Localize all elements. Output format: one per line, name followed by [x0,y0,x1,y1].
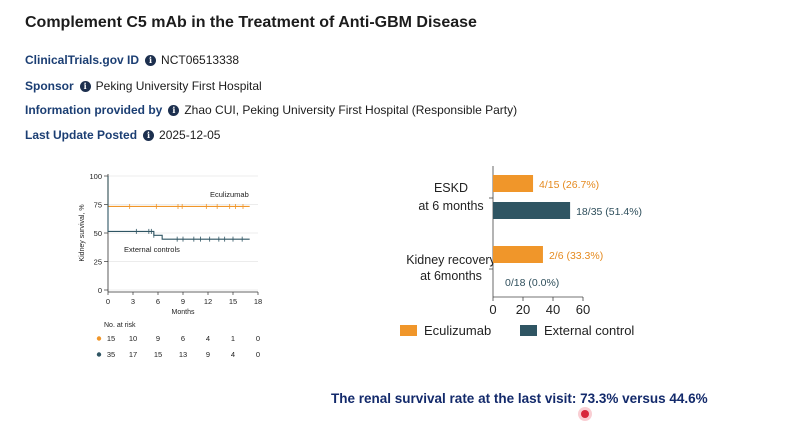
external-controls-curve-label: External controls [124,245,180,254]
x-tick-label: 20 [516,302,530,317]
last-update-label: Last Update Posted [25,128,138,142]
x-tick-label: 0 [106,297,110,306]
page-title: Complement C5 mAb in the Treatment of An… [25,14,477,31]
legend-swatch-external-control [520,325,537,336]
sponsor-row: Sponsor i Peking University First Hospit… [25,79,262,93]
x-tick-label: 6 [156,297,160,306]
y-tick-label: 0 [98,286,102,295]
risk-row-marker [96,352,102,357]
sponsor-label: Sponsor [25,79,74,93]
risk-count: 9 [206,350,210,359]
x-axis-label: Months [172,309,195,316]
risk-count: 17 [129,350,137,359]
x-tick-label: 3 [131,297,135,306]
last-update-value: 2025-12-05 [159,128,221,142]
risk-count: 35 [107,350,115,359]
risk-count: 13 [179,350,187,359]
summary-text: The renal survival rate at the last visi… [331,391,708,406]
trial-id-row: ClinicalTrials.gov ID i NCT06513338 [25,53,239,67]
info-provided-value: Zhao CUI, Peking University First Hospit… [184,103,518,117]
sponsor-value: Peking University First Hospital [95,79,262,93]
x-tick-label: 0 [489,302,496,317]
x-tick-label: 40 [546,302,560,317]
risk-count: 6 [181,334,185,343]
risk-count: 0 [256,350,260,359]
eculizumab-curve-label: Eculizumab [210,190,249,199]
risk-count: 1 [231,334,235,343]
category-label: at 6months [420,269,482,283]
risk-row-marker [96,336,102,341]
x-tick-label: 60 [576,302,590,317]
y-tick-label: 75 [94,201,102,210]
bar-data-label: 0/18 (0.0%) [505,277,559,289]
y-axis-label: Kidney survival, % [79,204,86,261]
risk-count: 4 [206,334,210,343]
bar-eculizumab [493,175,534,192]
trial-id-value: NCT06513338 [161,53,240,67]
bar-external-control [493,202,571,219]
risk-count: 15 [107,334,115,343]
x-tick-label: 12 [204,297,212,306]
y-tick-label: 100 [89,172,102,181]
risk-count: 15 [154,350,162,359]
last-update-row: Last Update Posted i 2025-12-05 [25,128,220,142]
bar-eculizumab [493,246,543,263]
info-provided-row: Information provided by i Zhao CUI, Peki… [25,103,517,117]
category-label: ESKD [434,181,468,195]
risk-count: 0 [256,334,260,343]
legend-label-eculizumab: Eculizumab [424,323,491,338]
y-tick-label: 50 [94,229,102,238]
legend-swatch-eculizumab [400,325,417,336]
risk-count: 10 [129,334,137,343]
risk-table-label: No. at risk [104,322,136,329]
category-label: Kidney recovery [406,253,496,267]
category-label: at 6 months [418,199,483,213]
bar-data-label: 2/6 (33.3%) [549,250,603,262]
y-tick-label: 25 [94,258,102,267]
info-icon[interactable]: i [145,54,157,66]
risk-count: 9 [156,334,160,343]
bar-chart: 0 20 40 60 ESKD at 6 months Kidney recovery at … [400,166,642,338]
info-icon[interactable]: i [143,129,155,141]
info-provided-label: Information provided by [25,103,163,117]
cursor-indicator [578,407,592,421]
bar-data-label: 18/35 (51.4%) [576,206,642,218]
x-tick-label: 18 [254,297,262,306]
info-icon[interactable]: i [79,80,91,92]
risk-count: 4 [231,350,235,359]
external-controls-curve [107,176,250,240]
legend-label-external-control: External control [544,323,634,338]
info-icon[interactable]: i [168,104,180,116]
x-tick-label: 9 [181,297,185,306]
bar-data-label: 4/15 (26.7%) [539,179,599,191]
x-tick-label: 15 [229,297,237,306]
trial-id-label: ClinicalTrials.gov ID [25,53,140,67]
